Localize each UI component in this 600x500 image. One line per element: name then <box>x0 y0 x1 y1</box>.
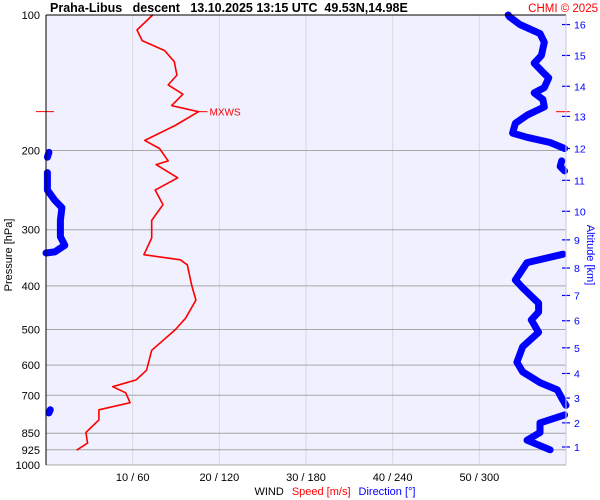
altitude-tick-label: 14 <box>574 81 586 93</box>
x-tick-label: 30 / 180 <box>286 472 326 484</box>
altitude-tick-label: 1 <box>574 442 580 454</box>
y-tick-label: 1000 <box>16 460 40 472</box>
y-axis-label: Pressure [hPa] <box>3 219 15 292</box>
y-tick-label: 700 <box>22 390 40 402</box>
altitude-tick-label: 2 <box>574 418 580 430</box>
altitude-tick-label: 6 <box>574 316 580 328</box>
altitude-tick-label: 5 <box>574 343 580 355</box>
x-tick-label: 20 / 120 <box>199 472 239 484</box>
altitude-tick-label: 12 <box>574 143 586 155</box>
max-wind-label: MXWS <box>210 108 241 119</box>
chart-title: Praha-Libus descent 13.10.2025 13:15 UTC… <box>50 1 408 15</box>
y-tick-label: 200 <box>22 145 40 157</box>
y-tick-label: 400 <box>22 281 40 293</box>
speed-line <box>76 14 200 451</box>
altitude-tick-label: 9 <box>574 235 580 247</box>
x-label-speed: Speed [m/s] <box>292 486 351 498</box>
y-tick-label: 500 <box>22 325 40 337</box>
series-group <box>42 11 570 454</box>
direction-line <box>42 169 69 257</box>
altitude-tick-label: 11 <box>574 175 585 187</box>
credit: CHMI © 2025 <box>528 3 598 15</box>
x-label-direction: Direction [°] <box>359 486 416 498</box>
direction-line <box>45 406 54 417</box>
x-label-prefix: WIND <box>254 486 283 498</box>
direction-line <box>523 411 569 454</box>
y2-axis-label: Altitude [km] <box>584 225 596 286</box>
y-tick-label: 925 <box>22 445 40 457</box>
x-tick-label: 10 / 60 <box>116 472 150 484</box>
direction-line <box>504 11 569 152</box>
altitude-tick-label: 7 <box>574 290 580 302</box>
altitude-tick-label: 13 <box>574 111 586 123</box>
vertical-gridlines <box>132 15 480 465</box>
altitude-tick-label: 15 <box>574 50 586 62</box>
y-tick-label: 300 <box>22 225 40 237</box>
altitude-tick-label: 8 <box>574 263 580 275</box>
horizontal-gridlines <box>46 149 566 466</box>
tick-labels: 10 / 60 20 / 120 30 / 180 40 / 240 50 / 300 1… <box>16 10 586 484</box>
x-axis-label: WIND Speed [m/s] Direction [°] <box>254 486 415 498</box>
axes <box>36 14 570 465</box>
direction-line <box>556 157 569 175</box>
y-tick-label: 100 <box>22 10 40 22</box>
y-tick-label: 850 <box>22 428 40 440</box>
altitude-tick-label: 10 <box>574 206 586 218</box>
direction-line <box>511 250 570 409</box>
x-tick-label: 50 / 300 <box>459 472 499 484</box>
altitude-tick-label: 3 <box>574 393 580 405</box>
direction-line <box>43 148 53 161</box>
altitude-tick-label: 16 <box>574 20 586 32</box>
altitude-tick-label: 4 <box>574 368 580 380</box>
y-tick-label: 600 <box>22 360 40 372</box>
x-tick-label: 40 / 240 <box>373 472 413 484</box>
